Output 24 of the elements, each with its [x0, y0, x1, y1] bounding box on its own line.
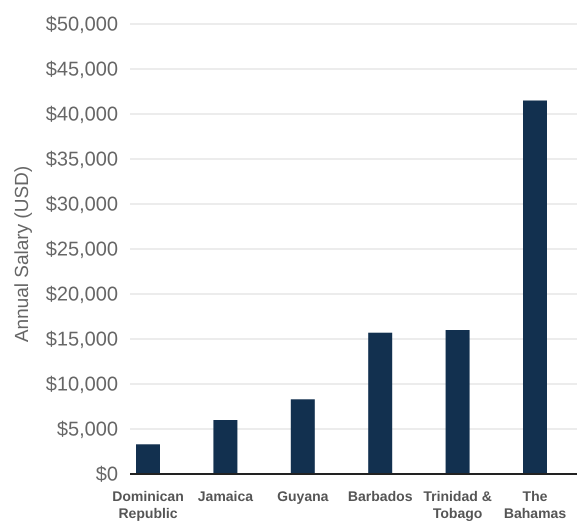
bar — [136, 444, 160, 474]
y-tick-label: $25,000 — [46, 238, 118, 260]
y-tick-label: $0 — [96, 463, 118, 486]
y-tick-label: $50,000 — [46, 13, 118, 36]
x-tick-label: The Bahamas — [504, 488, 566, 521]
x-tick-label: Trinidad & Tobago — [423, 488, 492, 521]
y-tick-label: $30,000 — [46, 193, 118, 216]
x-tick-label: Barbados — [348, 488, 413, 504]
y-tick-label: $15,000 — [46, 328, 118, 350]
y-axis-title: Annual Salary (USD) — [12, 166, 33, 342]
y-tick-label: $35,000 — [46, 148, 118, 170]
bar — [290, 399, 315, 474]
x-tick-label: Jamaica — [198, 488, 254, 504]
x-tick-label: Guyana — [277, 488, 329, 504]
y-tick-label: $45,000 — [46, 58, 118, 80]
y-tick-label: $10,000 — [46, 373, 118, 396]
bar — [213, 420, 238, 474]
x-tick-label: Dominican Republic — [112, 488, 184, 521]
bar — [446, 330, 470, 474]
bar — [523, 100, 547, 474]
y-tick-label: $5,000 — [56, 418, 118, 440]
y-tick-label: $40,000 — [46, 103, 118, 126]
y-tick-label: $20,000 — [46, 283, 118, 306]
bar — [368, 332, 392, 474]
